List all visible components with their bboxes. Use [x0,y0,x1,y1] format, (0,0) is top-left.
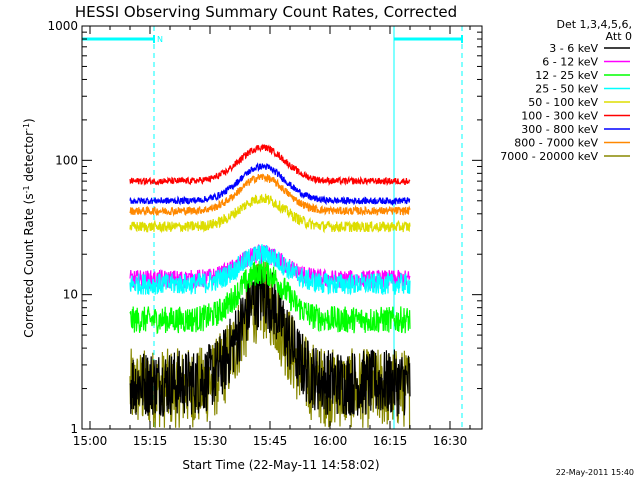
x-tick-label-5: 16:15 [373,434,408,448]
plot-frame [81,25,483,430]
x-tick-label-3: 15:45 [253,434,288,448]
y-tick-label-3: 1000 [47,19,78,33]
y-axis-label-part-2: detector [22,131,36,186]
series-line-0 [129,267,411,417]
y-axis-label-part-1: Corrected Count Rate (s [22,193,36,337]
y-tick-label-2: 100 [55,153,78,167]
chart-title: HESSI Observing Summary Count Rates, Cor… [75,3,457,21]
timestamp: 22-May-2011 15:40 [556,468,634,477]
x-tick-label-4: 16:00 [313,434,348,448]
legend-label-8: 7000 - 20000 keV [500,150,598,163]
legend-label-1: 6 - 12 keV [542,56,598,69]
night-markers: N [82,35,463,44]
legend-label-4: 50 - 100 keV [528,96,598,109]
series-line-4 [129,193,411,234]
legend-label-7: 800 - 7000 keV [514,137,598,150]
y-axis-ticks: 1 10 100 1000 [47,19,482,436]
x-tick-label-0: 15:00 [73,434,108,448]
y-tick-label-1: 10 [63,288,78,302]
legend-label-5: 100 - 300 keV [521,110,598,123]
legend-label-3: 25 - 50 keV [535,83,598,96]
y-axis-label-exp-1: -1 [22,185,31,193]
legend-header-line-2: Att 0 [606,30,632,43]
x-tick-label-6: 16:30 [433,434,468,448]
series-line-2 [129,259,411,335]
series-line-3 [129,244,411,296]
night-label-0: N [157,35,163,44]
y-axis-label: Corrected Count Rate (s-1 detector-1) [22,118,37,337]
legend-header-line-1: Det 1,3,4,5,6, [556,18,632,31]
x-axis-ticks: 15:00 15:15 15:30 15:45 16:00 16:15 16:30 [73,26,471,448]
x-tick-label-1: 15:15 [133,434,168,448]
legend-label-2: 12 - 25 keV [535,69,598,82]
y-axis-label-part-3: ) [22,118,36,123]
series-line-7 [129,173,411,217]
series-group [129,143,411,429]
legend-label-0: 3 - 6 keV [549,42,598,55]
y-axis-label-exp-2: -1 [22,123,31,131]
legend-label-6: 300 - 800 keV [521,123,598,136]
y-tick-label-0: 1 [70,422,78,436]
series-line-6 [129,162,411,207]
series-line-5 [129,143,411,187]
x-axis-label: Start Time (22-May-11 14:58:02) [182,458,379,472]
x-tick-label-2: 15:30 [193,434,228,448]
